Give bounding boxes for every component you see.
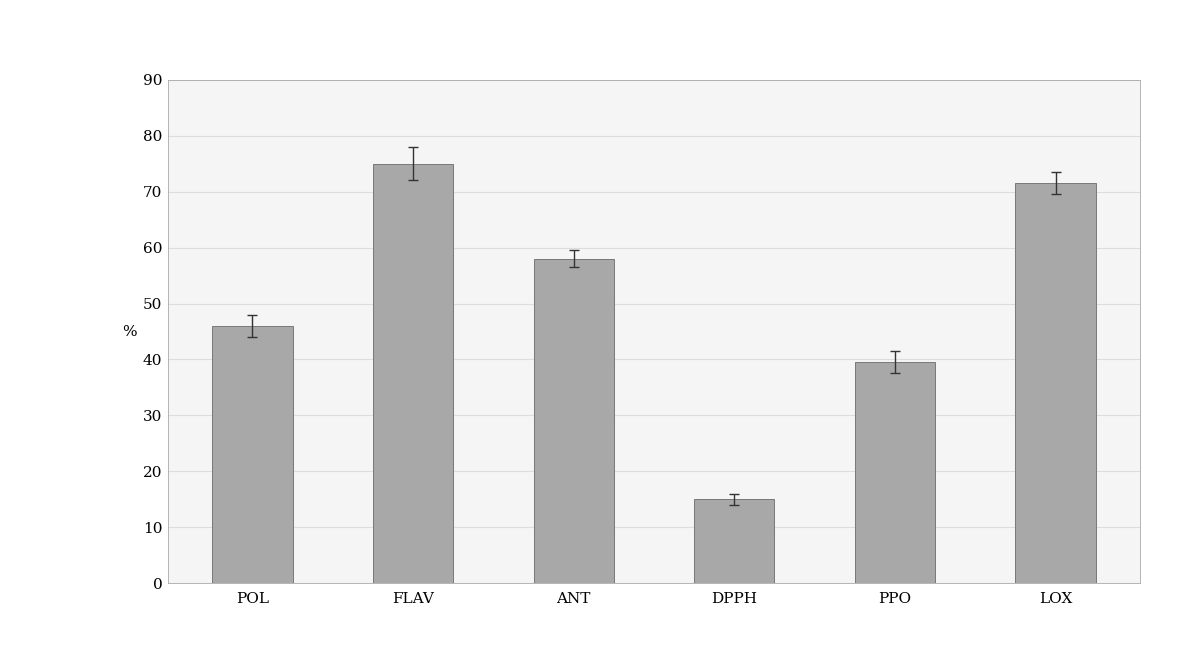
Bar [212,326,293,583]
Bar [373,164,454,583]
Bar [854,362,935,583]
Bar [1015,183,1096,583]
Y-axis label: %: % [121,324,137,339]
Bar [694,499,774,583]
Bar [534,259,614,583]
